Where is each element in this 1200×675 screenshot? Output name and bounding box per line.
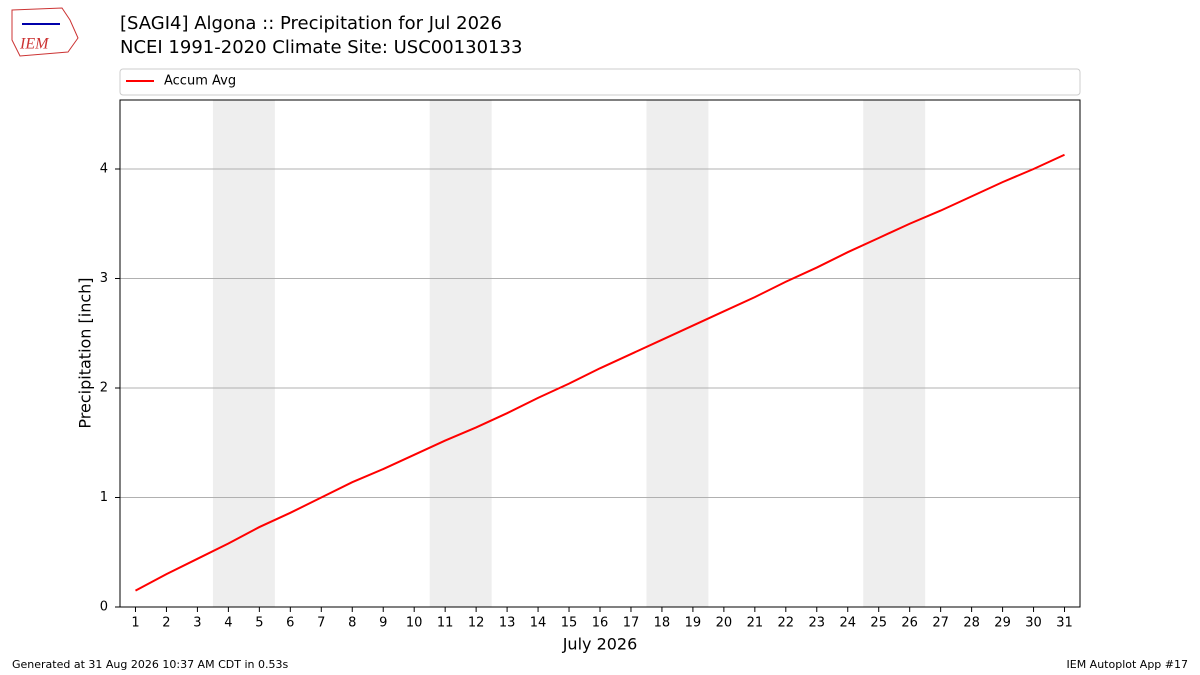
y-tick-label: 1: [100, 490, 108, 505]
weekend-shade: [429, 100, 492, 607]
y-tick-label: 4: [100, 161, 108, 176]
x-tick-label: 29: [994, 616, 1011, 631]
x-tick-label: 20: [716, 616, 733, 631]
x-tick-label: 15: [561, 616, 578, 631]
x-tick-label: 26: [901, 616, 918, 631]
legend-label: Accum Avg: [164, 74, 236, 89]
x-tick-label: 4: [224, 616, 232, 631]
x-tick-label: 16: [592, 616, 609, 631]
y-tick-label: 2: [100, 380, 108, 395]
x-tick-label: 9: [379, 616, 387, 631]
x-tick-label: 18: [654, 616, 671, 631]
y-axis-label: Precipitation [inch]: [76, 277, 95, 428]
x-tick-label: 6: [286, 616, 294, 631]
x-tick-label: 19: [685, 616, 702, 631]
x-tick-label: 24: [839, 616, 856, 631]
x-tick-label: 27: [932, 616, 949, 631]
x-tick-label: 10: [406, 616, 423, 631]
weekend-shade: [646, 100, 709, 607]
x-tick-label: 28: [963, 616, 980, 631]
footer-right: IEM Autoplot App #17: [1067, 658, 1189, 671]
footer-left: Generated at 31 Aug 2026 10:37 AM CDT in…: [12, 658, 288, 671]
x-tick-label: 1: [131, 616, 139, 631]
chart-subtitle: NCEI 1991-2020 Climate Site: USC00130133: [120, 37, 522, 58]
x-tick-label: 14: [530, 616, 547, 631]
plot-frame: [119, 99, 1081, 608]
x-tick-label: 12: [468, 616, 485, 631]
x-axis-label: July 2026: [562, 635, 638, 654]
weekend-shade: [863, 100, 926, 607]
legend: [119, 68, 1081, 96]
x-tick-label: 7: [317, 616, 325, 631]
logo-outline: [11, 7, 79, 57]
y-tick-label: 0: [100, 600, 108, 615]
logo: IEM: [11, 7, 79, 57]
x-tick-label: 21: [747, 616, 764, 631]
x-tick-label: 2: [162, 616, 170, 631]
weekend-shade: [212, 100, 275, 607]
x-tick-label: 8: [348, 616, 356, 631]
x-tick-label: 31: [1056, 616, 1073, 631]
x-tick-label: 30: [1025, 616, 1042, 631]
chart-title: [SAGI4] Algona :: Precipitation for Jul …: [120, 13, 502, 34]
x-tick-label: 11: [437, 616, 454, 631]
logo-text: IEM: [19, 36, 50, 53]
x-tick-label: 13: [499, 616, 516, 631]
x-tick-label: 22: [778, 616, 795, 631]
x-tick-label: 5: [255, 616, 263, 631]
line: [135, 153, 1065, 592]
x-tick-label: 25: [870, 616, 887, 631]
y-tick-label: 3: [100, 271, 108, 286]
x-tick-label: 17: [623, 616, 640, 631]
x-tick-label: 23: [809, 616, 826, 631]
x-tick-label: 3: [193, 616, 201, 631]
